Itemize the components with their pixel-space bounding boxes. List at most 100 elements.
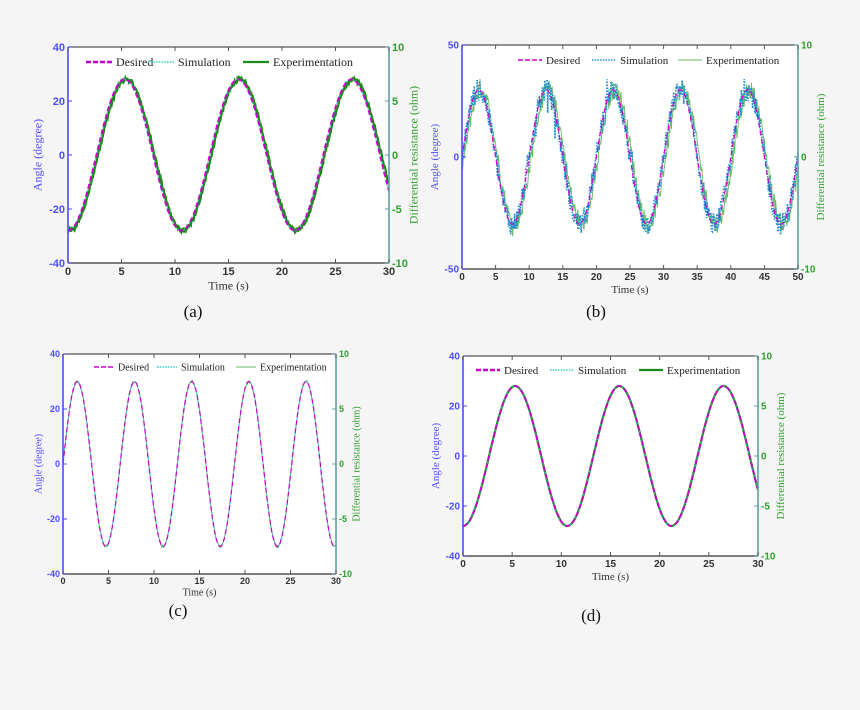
x-tick-label: 25 bbox=[624, 272, 636, 283]
y-tick-label: -40 bbox=[47, 569, 60, 579]
legend-label-desired: Desired bbox=[546, 55, 581, 67]
y-tick-label: -20 bbox=[47, 514, 60, 524]
y2-tick-label: 5 bbox=[392, 96, 398, 108]
x-tick-label: 20 bbox=[654, 559, 666, 570]
y2-tick-label: 0 bbox=[801, 153, 807, 164]
series-group bbox=[63, 379, 336, 549]
y-tick-label: 0 bbox=[453, 153, 459, 164]
x-tick-label: 10 bbox=[149, 576, 159, 586]
x-tick-label: 10 bbox=[524, 272, 536, 283]
caption-b: (b) bbox=[586, 302, 606, 321]
x-tick-label: 45 bbox=[759, 272, 771, 283]
caption-a: (a) bbox=[183, 302, 203, 321]
x-axis-label: Time (s) bbox=[208, 278, 249, 292]
legend-label-desired: Desired bbox=[116, 55, 153, 69]
legend: Desired Simulation Experimentation bbox=[518, 55, 780, 67]
y-tick-label: -40 bbox=[49, 258, 65, 270]
y-tick-label: 0 bbox=[59, 150, 65, 162]
x-tick-label: 30 bbox=[658, 272, 670, 283]
y-tick-label: 50 bbox=[448, 41, 460, 52]
y2-tick-label: -10 bbox=[392, 258, 408, 270]
x-axis-label: Time (s) bbox=[592, 571, 630, 583]
legend: Desired Simulation Experimentation bbox=[476, 365, 741, 377]
x-tick-label: 5 bbox=[106, 576, 111, 586]
y2-tick-label: 0 bbox=[392, 150, 398, 162]
legend-label-experimentation: Experimentation bbox=[667, 365, 741, 377]
x-tick-label: 5 bbox=[493, 272, 499, 283]
legend-label-experimentation: Experimentation bbox=[273, 55, 353, 69]
legend: Desired Simulation Experimentation bbox=[94, 362, 327, 373]
x-tick-label: 5 bbox=[118, 266, 124, 278]
x-tick-label: 20 bbox=[276, 266, 288, 278]
x-tick-label: 5 bbox=[509, 559, 515, 570]
y-tick-label: 40 bbox=[53, 42, 65, 54]
y2-tick-label: 10 bbox=[761, 352, 773, 363]
series-group bbox=[68, 74, 389, 236]
x-tick-label: 25 bbox=[703, 559, 715, 570]
y2-tick-label: -10 bbox=[339, 569, 352, 579]
y-axis-label: Angle (degree) bbox=[430, 423, 442, 490]
x-tick-label: 0 bbox=[459, 272, 465, 283]
y2-axis-label: Differential resistance (ohm) bbox=[351, 406, 362, 521]
caption-c: (c) bbox=[168, 601, 188, 620]
y2-tick-label: 5 bbox=[339, 404, 344, 414]
x-axis-label: Time (s) bbox=[183, 588, 217, 599]
legend-label-simulation: Simulation bbox=[620, 55, 669, 67]
y-axis-label: Angle (degree) bbox=[31, 119, 45, 191]
legend-label-desired: Desired bbox=[118, 362, 149, 373]
x-tick-label: 0 bbox=[60, 576, 65, 586]
y-tick-label: -40 bbox=[446, 552, 461, 563]
y-tick-label: -20 bbox=[49, 204, 65, 216]
y-tick-label: 20 bbox=[50, 404, 60, 414]
x-tick-label: 0 bbox=[65, 266, 71, 278]
x-tick-label: 15 bbox=[557, 272, 569, 283]
caption-d: (d) bbox=[581, 606, 601, 625]
series-desired bbox=[68, 78, 389, 232]
legend-label-simulation: Simulation bbox=[178, 55, 231, 69]
x-tick-label: 20 bbox=[240, 576, 250, 586]
y2-axis-label: Differential resistance (ohm) bbox=[407, 86, 421, 224]
y2-tick-label: 5 bbox=[761, 402, 767, 413]
legend-label-simulation: Simulation bbox=[181, 362, 225, 373]
legend-label-experimentation: Experimentation bbox=[260, 362, 327, 373]
series-group bbox=[462, 78, 798, 237]
legend: Desired Simulation Experimentation bbox=[86, 55, 353, 69]
y2-axis-label: Differential resistance (ohm) bbox=[775, 392, 787, 519]
x-tick-label: 0 bbox=[460, 559, 466, 570]
y-axis-label: Angle (degree) bbox=[33, 434, 44, 494]
plot-area bbox=[463, 356, 758, 556]
y-tick-label: 20 bbox=[53, 96, 65, 108]
y2-tick-label: 10 bbox=[801, 41, 813, 52]
series-experimentation bbox=[462, 81, 798, 237]
plot-area bbox=[63, 354, 336, 574]
y2-axis-label: Differential resistance (ohm) bbox=[815, 93, 827, 220]
x-tick-label: 15 bbox=[605, 559, 617, 570]
y-tick-label: 40 bbox=[50, 349, 60, 359]
y2-tick-label: -10 bbox=[761, 552, 776, 563]
y2-tick-label: 0 bbox=[339, 459, 344, 469]
y-tick-label: -20 bbox=[446, 502, 461, 513]
x-tick-label: 35 bbox=[692, 272, 704, 283]
x-tick-label: 25 bbox=[329, 266, 341, 278]
series-simulation bbox=[462, 78, 798, 235]
x-tick-label: 20 bbox=[591, 272, 603, 283]
x-tick-label: 50 bbox=[792, 272, 804, 283]
series-desired bbox=[462, 89, 798, 225]
y-axis-label: Angle (degree) bbox=[429, 124, 441, 191]
legend-label-experimentation: Experimentation bbox=[706, 55, 780, 67]
x-tick-label: 10 bbox=[169, 266, 181, 278]
x-tick-label: 30 bbox=[383, 266, 395, 278]
y-tick-label: 20 bbox=[449, 402, 461, 413]
y2-tick-label: -5 bbox=[761, 502, 770, 513]
x-tick-label: 30 bbox=[752, 559, 764, 570]
x-tick-label: 10 bbox=[556, 559, 568, 570]
x-axis-label: Time (s) bbox=[611, 284, 649, 296]
y-tick-label: 0 bbox=[55, 459, 60, 469]
x-tick-label: 25 bbox=[285, 576, 295, 586]
series-group bbox=[463, 384, 758, 528]
y2-tick-label: 0 bbox=[761, 452, 767, 463]
y2-tick-label: -10 bbox=[801, 265, 816, 276]
